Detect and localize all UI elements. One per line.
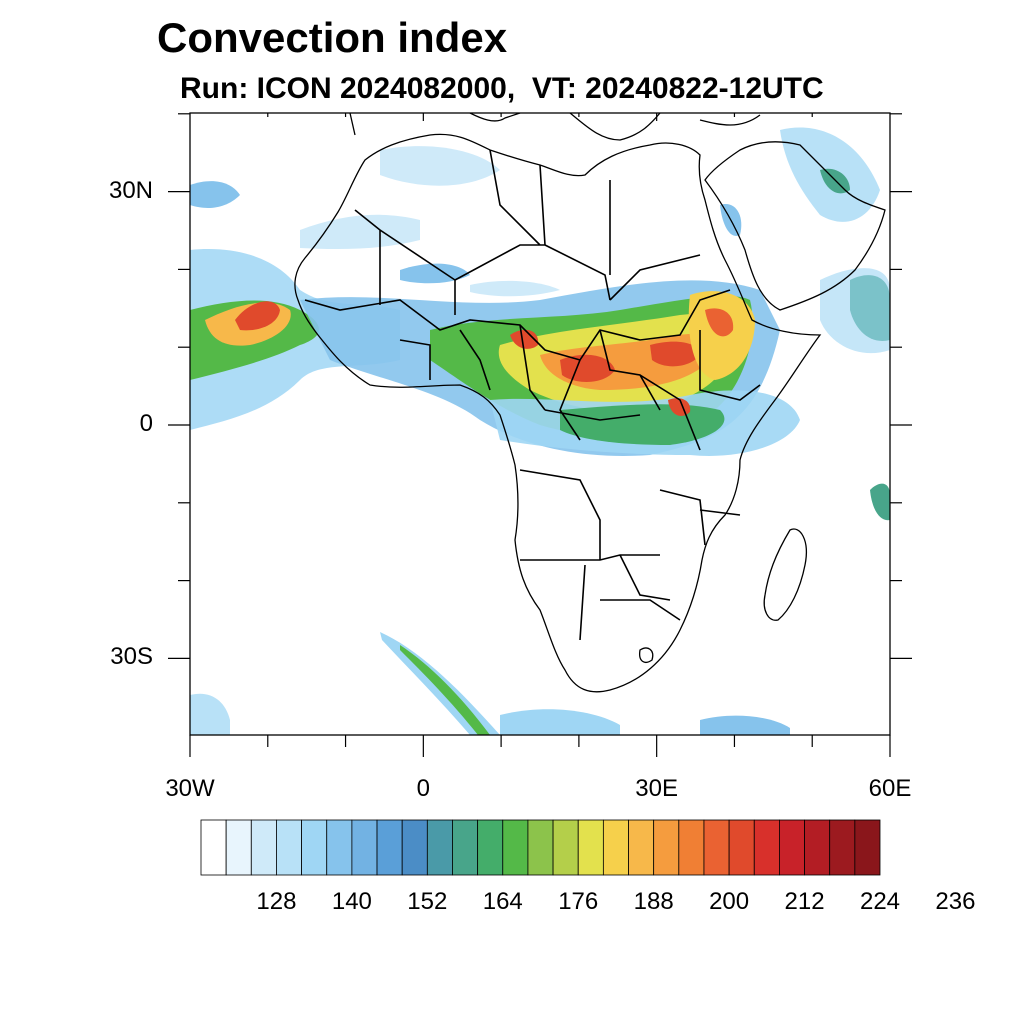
lon-label: 60E — [868, 775, 912, 802]
madagascar-coastline — [763, 528, 807, 621]
colorbar-swatch — [452, 819, 479, 876]
lat-label: 30N — [108, 176, 153, 204]
field-north-4 — [470, 280, 560, 297]
axis-ticks — [168, 113, 912, 757]
field-south-patch-3 — [190, 693, 230, 735]
field-madagascar-east — [870, 483, 890, 521]
colorbar — [200, 819, 881, 876]
lon-label: 0 — [416, 775, 430, 802]
colorbar-label: 212 — [784, 888, 825, 915]
map-frame — [189, 112, 891, 736]
colorbar-label: 164 — [482, 888, 523, 915]
colorbar-swatch — [753, 819, 780, 876]
colorbar-label: 236 — [935, 888, 976, 915]
colorbar-swatch — [527, 819, 554, 876]
colorbar-label: 140 — [331, 888, 372, 915]
lat-label: 30S — [110, 643, 153, 671]
field-sahel-hot-2 — [650, 341, 700, 367]
field-ethiopia-hot — [705, 308, 734, 337]
field-chad-hot — [510, 329, 539, 349]
colorbar-swatch — [804, 819, 831, 876]
field-north-west — [190, 181, 240, 208]
colorbar-swatch — [728, 819, 755, 876]
country-borders — [304, 149, 761, 641]
colorbar-swatch — [703, 819, 730, 876]
lon-label: 30E — [635, 775, 678, 802]
field-south-patch-1 — [500, 709, 620, 735]
field-arabian-sea-light — [820, 268, 890, 354]
colorbar-swatch — [250, 819, 277, 876]
colorbar-swatch — [779, 819, 805, 876]
colorbar-swatch — [829, 819, 856, 876]
colorbar-swatch — [477, 819, 504, 876]
colorbar-swatch — [678, 819, 705, 876]
lon-label: 30W — [165, 775, 215, 802]
colorbar-swatch — [351, 819, 378, 876]
colorbar-label: 128 — [256, 888, 297, 915]
colorbar-swatch — [854, 819, 881, 876]
europe-coastline — [349, 113, 761, 141]
africa-coastline — [294, 133, 822, 693]
colorbar-swatch — [301, 819, 328, 876]
colorbar-label: 224 — [859, 888, 901, 915]
border-north — [354, 149, 701, 315]
field-south-streak-core — [400, 645, 490, 735]
colorbar-swatch — [376, 819, 403, 876]
colorbar-swatch — [200, 819, 227, 876]
colorbar-swatch — [577, 819, 604, 876]
colorbar-label: 200 — [709, 888, 750, 915]
lat-label: 0 — [139, 410, 153, 437]
colorbar-label: 176 — [558, 888, 599, 915]
field-atlantic-hot — [235, 301, 280, 331]
map-title: Convection index — [157, 14, 508, 61]
coastlines — [294, 113, 886, 693]
colorbar-label: 188 — [633, 888, 674, 915]
arabia-coastline — [704, 141, 886, 311]
colorbar-swatch — [401, 819, 428, 876]
colorbar-swatch — [602, 819, 629, 876]
field-south-patch-2 — [700, 715, 790, 735]
colorbar-swatch — [225, 819, 252, 876]
map-subtitle: Run: ICON 2024082000, VT: 20240822-12UTC — [180, 72, 824, 105]
border-south — [519, 469, 741, 641]
border-central — [399, 324, 761, 451]
colorbar-swatch — [426, 819, 453, 876]
colorbar-label: 152 — [407, 888, 448, 915]
lesotho-border — [639, 647, 654, 663]
border-sahel — [304, 289, 731, 361]
colorbar-swatch — [628, 819, 655, 876]
colorbar-swatch — [502, 819, 529, 876]
colorbar-swatch — [653, 819, 680, 876]
field-north-2 — [380, 146, 500, 186]
colorbar-swatch — [552, 819, 579, 876]
convection-field — [190, 127, 890, 735]
colorbar-swatch — [276, 819, 302, 876]
colorbar-swatch — [326, 819, 353, 876]
